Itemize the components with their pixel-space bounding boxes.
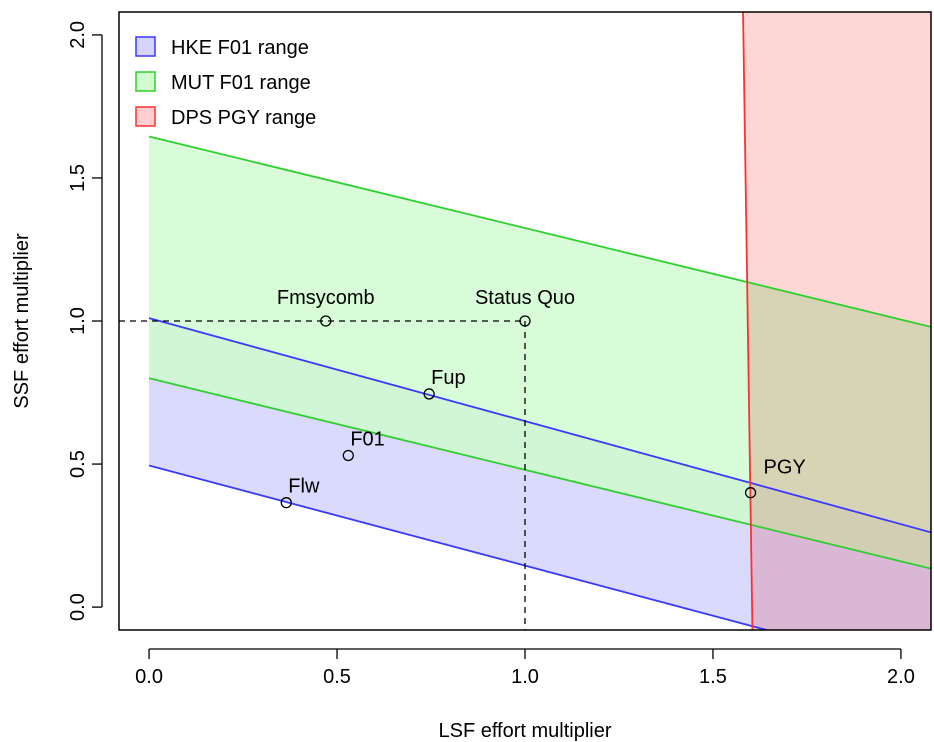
legend-label-1: MUT F01 range [171,72,311,94]
y-axis-title: SSF effort multiplier [11,233,33,409]
point-marker-2 [423,388,435,400]
point-label-4: Flw [288,476,320,498]
y-tick-label-0: 0.0 [67,593,89,621]
point-marker-1 [519,315,531,327]
x-axis: 0.0 0.5 1.0 1.5 2.0 [135,648,915,688]
pgy-region-fill [743,12,931,630]
x-tick-label-4: 2.0 [887,666,915,688]
pgy-boundary-line [742,12,754,630]
legend-label-2: DPS PGY range [171,107,316,129]
legend-swatch-2 [135,106,156,127]
point-label-0: Fmsycomb [277,287,375,309]
x-axis-title: LSF effort multiplier [438,720,611,742]
band-line-1-upper [148,135,931,328]
plot-regions [148,12,931,630]
plot-frame [118,11,932,631]
band-line-0-lower [148,464,771,630]
band-fill-1 [149,136,931,569]
point-label-1: Status Quo [475,287,575,309]
y-tick-label-2: 1.0 [67,307,89,335]
y-axis: 0.0 0.5 1.0 1.5 2.0 [67,21,103,621]
band-line-0-upper [148,317,931,534]
x-tick-label-1: 0.5 [323,666,351,688]
legend-label-0: HKE F01 range [171,37,309,59]
y-tick-label-3: 1.5 [67,164,89,192]
point-marker-3 [342,449,354,462]
point-label-3: F01 [350,428,384,450]
point-label-5: PGY [764,457,806,479]
y-tick-label-4: 2.0 [67,21,89,49]
band-line-1-lower [148,377,931,570]
x-tick-label-2: 1.0 [511,666,539,688]
legend-swatch-0 [135,36,156,57]
data-points: Fmsycomb Status Quo Fup F01 Flw PGY [277,287,806,509]
x-tick-label-0: 0.0 [135,666,163,688]
y-tick-label-1: 0.5 [67,450,89,478]
point-marker-5 [744,487,757,499]
legend-swatch-1 [135,71,156,92]
point-label-2: Fup [431,367,465,389]
point-marker-4 [280,497,292,509]
point-marker-0 [320,315,332,327]
x-tick-label-3: 1.5 [699,666,727,688]
legend: HKE F01 range MUT F01 range DPS PGY range [135,36,316,129]
reference-lines [119,320,526,630]
